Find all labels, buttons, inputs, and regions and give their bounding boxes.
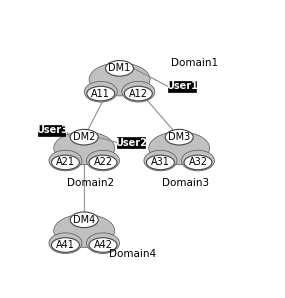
- Ellipse shape: [184, 155, 212, 170]
- Ellipse shape: [146, 155, 174, 170]
- Ellipse shape: [105, 60, 134, 76]
- Text: A12: A12: [129, 89, 148, 99]
- Ellipse shape: [70, 212, 98, 228]
- Text: DM3: DM3: [168, 132, 190, 142]
- Text: A22: A22: [93, 157, 113, 167]
- Ellipse shape: [84, 81, 117, 102]
- Text: A21: A21: [56, 157, 75, 167]
- Ellipse shape: [149, 132, 210, 165]
- Text: Domain2: Domain2: [67, 178, 114, 188]
- Ellipse shape: [52, 238, 80, 252]
- Text: User2: User2: [115, 138, 147, 148]
- Text: Domain1: Domain1: [171, 58, 218, 68]
- Text: DM4: DM4: [73, 215, 95, 225]
- Text: User3: User3: [36, 125, 68, 135]
- Ellipse shape: [86, 150, 119, 171]
- FancyBboxPatch shape: [117, 137, 145, 148]
- Ellipse shape: [165, 129, 193, 145]
- FancyBboxPatch shape: [168, 81, 196, 92]
- Text: A31: A31: [151, 157, 170, 167]
- FancyBboxPatch shape: [38, 125, 66, 136]
- Ellipse shape: [54, 132, 115, 165]
- Ellipse shape: [52, 155, 80, 170]
- Text: A41: A41: [56, 240, 75, 250]
- Text: A11: A11: [91, 89, 110, 99]
- Text: A32: A32: [188, 157, 207, 167]
- Text: User1: User1: [166, 81, 198, 91]
- Text: DM2: DM2: [73, 132, 95, 142]
- Ellipse shape: [89, 63, 150, 96]
- Ellipse shape: [86, 233, 119, 254]
- Ellipse shape: [89, 238, 117, 252]
- Text: A42: A42: [93, 240, 113, 250]
- Ellipse shape: [49, 233, 82, 254]
- Ellipse shape: [144, 150, 177, 171]
- Ellipse shape: [89, 155, 117, 170]
- Ellipse shape: [182, 150, 215, 171]
- Text: Domain4: Domain4: [109, 249, 156, 259]
- Text: Domain3: Domain3: [162, 178, 209, 188]
- Ellipse shape: [54, 214, 115, 247]
- Ellipse shape: [122, 81, 155, 102]
- Ellipse shape: [124, 86, 152, 101]
- Ellipse shape: [87, 86, 115, 101]
- Ellipse shape: [49, 150, 82, 171]
- Ellipse shape: [70, 129, 98, 145]
- Text: DM1: DM1: [108, 63, 131, 73]
